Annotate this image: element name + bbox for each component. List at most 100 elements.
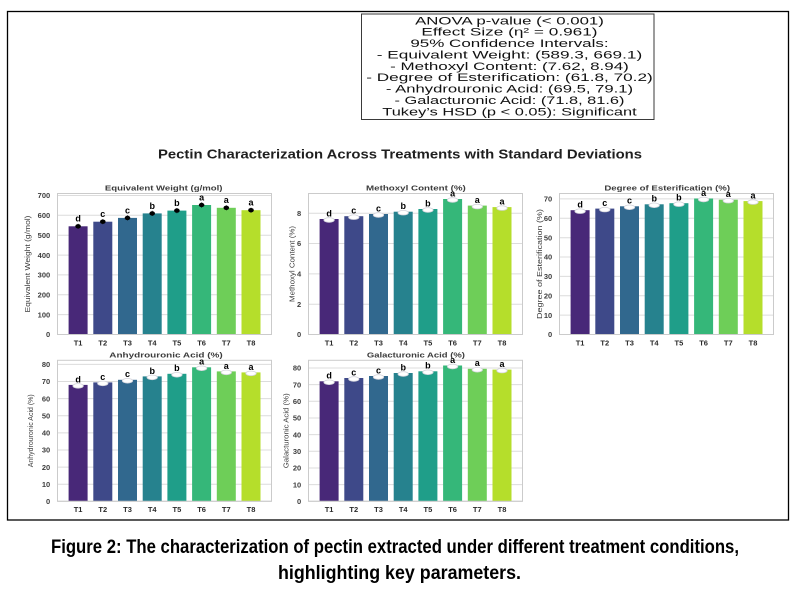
svg-text:Tukey’s HSD (p < 0.05): Signif: Tukey’s HSD (p < 0.05): Significant — [382, 106, 636, 118]
svg-text:d: d — [75, 374, 81, 384]
svg-text:600: 600 — [38, 211, 51, 220]
svg-text:T8: T8 — [247, 505, 256, 514]
svg-text:a: a — [499, 359, 505, 369]
svg-text:T4: T4 — [148, 338, 158, 347]
svg-text:60: 60 — [42, 394, 50, 403]
svg-text:a: a — [475, 358, 481, 368]
svg-text:T4: T4 — [399, 338, 409, 347]
svg-text:4: 4 — [297, 270, 302, 279]
svg-text:b: b — [676, 193, 682, 203]
svg-text:40: 40 — [42, 429, 50, 438]
svg-text:c: c — [125, 369, 130, 379]
svg-text:b: b — [651, 194, 657, 204]
svg-text:80: 80 — [42, 360, 50, 369]
svg-text:Effect Size (η² = 0.961): Effect Size (η² = 0.961) — [421, 27, 597, 39]
svg-text:T6: T6 — [699, 338, 708, 347]
svg-text:T8: T8 — [498, 338, 507, 347]
svg-text:50: 50 — [293, 414, 301, 423]
svg-text:b: b — [149, 366, 155, 376]
svg-text:a: a — [199, 357, 205, 367]
svg-text:40: 40 — [293, 430, 301, 439]
svg-text:50: 50 — [544, 233, 552, 242]
svg-text:T5: T5 — [424, 338, 433, 347]
svg-text:T6: T6 — [448, 338, 457, 347]
svg-text:a: a — [450, 355, 456, 365]
svg-text:b: b — [400, 201, 406, 211]
svg-text:T6: T6 — [197, 505, 206, 514]
svg-text:0: 0 — [548, 330, 552, 339]
svg-text:T6: T6 — [197, 338, 206, 347]
svg-text:6: 6 — [297, 239, 301, 248]
svg-text:Pectin Characterization Across: Pectin Characterization Across Treatment… — [158, 147, 642, 162]
svg-text:Galacturonic Acid (%): Galacturonic Acid (%) — [367, 350, 466, 359]
svg-text:50: 50 — [42, 411, 50, 420]
svg-text:c: c — [376, 365, 381, 375]
svg-text:Equivalent Weight (g/mol): Equivalent Weight (g/mol) — [23, 215, 32, 313]
svg-text:- Anhydrouronic Acid: (69.5, 7: - Anhydrouronic Acid: (69.5, 79.1) — [386, 84, 633, 96]
svg-text:10: 10 — [544, 311, 552, 320]
svg-text:0: 0 — [46, 330, 50, 339]
svg-text:70: 70 — [544, 195, 552, 204]
svg-text:40: 40 — [544, 253, 552, 262]
svg-text:T3: T3 — [625, 338, 634, 347]
svg-text:10: 10 — [42, 480, 50, 489]
svg-text:T5: T5 — [424, 505, 433, 514]
svg-text:20: 20 — [544, 292, 552, 301]
svg-text:T8: T8 — [498, 505, 507, 514]
svg-text:a: a — [726, 189, 732, 199]
svg-text:Degree of Esterification (%): Degree of Esterification (%) — [604, 184, 730, 193]
svg-text:c: c — [627, 196, 632, 206]
svg-text:a: a — [199, 192, 205, 202]
svg-text:70: 70 — [293, 380, 301, 389]
svg-text:c: c — [125, 205, 130, 215]
svg-text:b: b — [149, 201, 155, 211]
svg-text:30: 30 — [42, 446, 50, 455]
svg-text:T7: T7 — [222, 338, 231, 347]
svg-text:b: b — [425, 198, 431, 208]
svg-text:a: a — [224, 195, 230, 205]
svg-text:T6: T6 — [448, 505, 457, 514]
svg-text:c: c — [376, 203, 381, 213]
svg-text:T1: T1 — [74, 505, 83, 514]
svg-text:700: 700 — [38, 191, 51, 200]
svg-text:Anhydrouronic Acid (%): Anhydrouronic Acid (%) — [26, 394, 35, 467]
svg-text:T5: T5 — [173, 505, 182, 514]
svg-text:T1: T1 — [325, 505, 334, 514]
svg-text:T3: T3 — [123, 505, 132, 514]
svg-text:a: a — [224, 361, 230, 371]
svg-text:0: 0 — [297, 497, 301, 506]
svg-text:- Methoxyl Content: (7.62, 8.9: - Methoxyl Content: (7.62, 8.94) — [390, 61, 629, 73]
svg-text:70: 70 — [42, 377, 50, 386]
svg-text:T1: T1 — [74, 338, 83, 347]
svg-text:ANOVA p-value (< 0.001): ANOVA p-value (< 0.001) — [415, 15, 604, 27]
svg-text:Anhydrouronic Acid (%): Anhydrouronic Acid (%) — [109, 350, 223, 359]
svg-text:Degree of Esterification (%): Degree of Esterification (%) — [535, 208, 544, 319]
svg-text:Equivalent Weight (g/mol): Equivalent Weight (g/mol) — [105, 184, 223, 193]
svg-text:T7: T7 — [724, 338, 733, 347]
svg-text:20: 20 — [293, 464, 301, 473]
svg-text:d: d — [326, 371, 332, 381]
svg-text:- Galacturonic Acid: (71.8, 81: - Galacturonic Acid: (71.8, 81.6) — [395, 95, 625, 107]
svg-text:10: 10 — [293, 480, 301, 489]
svg-text:a: a — [248, 198, 254, 208]
svg-text:d: d — [326, 208, 332, 218]
svg-text:T3: T3 — [374, 338, 383, 347]
svg-text:30: 30 — [544, 272, 552, 281]
svg-text:T2: T2 — [600, 338, 609, 347]
svg-text:60: 60 — [544, 214, 552, 223]
svg-text:T4: T4 — [148, 505, 158, 514]
svg-text:b: b — [174, 363, 180, 373]
svg-text:T8: T8 — [247, 338, 256, 347]
svg-text:500: 500 — [38, 231, 51, 240]
svg-text:2: 2 — [297, 300, 301, 309]
svg-text:a: a — [499, 197, 505, 207]
svg-text:c: c — [100, 372, 105, 382]
svg-text:d: d — [75, 214, 81, 224]
svg-text:c: c — [351, 367, 356, 377]
svg-text:T7: T7 — [473, 505, 482, 514]
svg-text:T7: T7 — [473, 338, 482, 347]
svg-text:8: 8 — [297, 209, 301, 218]
svg-text:- Degree of Esterification: (6: - Degree of Esterification: (61.8, 70.2) — [366, 72, 653, 84]
svg-text:200: 200 — [38, 291, 51, 300]
svg-text:T8: T8 — [749, 338, 758, 347]
